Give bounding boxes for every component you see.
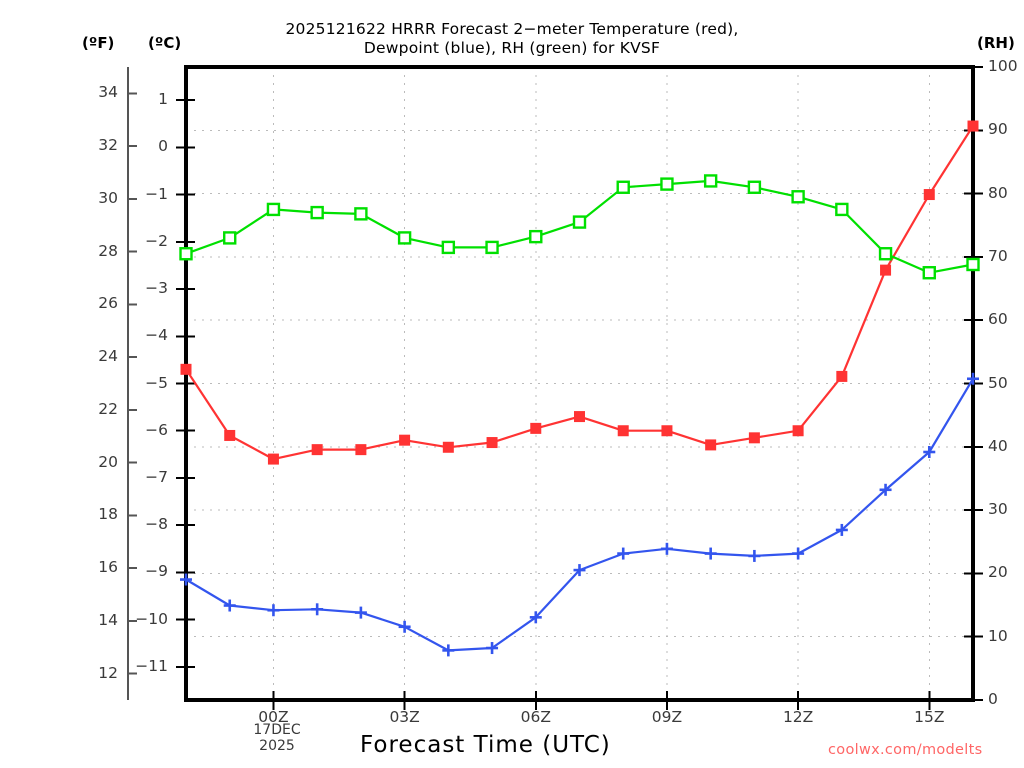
fahrenheit-tick-label: 34 [98, 83, 118, 102]
xaxis-date-line-1: 17DEC [253, 722, 301, 738]
fahrenheit-tick-label: 32 [98, 136, 118, 155]
celsius-tick-label: −11 [135, 656, 168, 675]
rh-tick-label: 10 [988, 626, 1008, 645]
fahrenheit-tick-label: 24 [98, 347, 118, 366]
series-2-meter-temperature [180, 120, 979, 465]
fahrenheit-tick-label: 12 [98, 663, 118, 682]
xaxis-title: Forecast Time (UTC) [360, 732, 611, 758]
fahrenheit-axis-unit: (ºF) [82, 34, 115, 52]
celsius-tick-label: −9 [145, 562, 168, 581]
series-dewpoint [180, 372, 979, 657]
rh-tick-label: 0 [988, 690, 998, 708]
series-relative-humidity [179, 174, 980, 280]
fahrenheit-tick-label: 22 [98, 399, 118, 418]
rh-tick-label: 80 [988, 183, 1008, 202]
axis-ticks [127, 66, 983, 710]
rh-axis-unit: (RH) [977, 34, 1015, 52]
xaxis-date-stack: 17DEC 2025 [232, 722, 322, 754]
celsius-tick-label: −10 [135, 609, 168, 628]
celsius-tick-label: −1 [145, 184, 168, 203]
celsius-tick-label: −6 [145, 420, 168, 439]
xaxis-tick-label: 09Z [651, 708, 683, 726]
fahrenheit-tick-label: 14 [98, 610, 118, 629]
fahrenheit-tick-label: 16 [98, 558, 118, 577]
fahrenheit-tick-label: 30 [98, 188, 118, 207]
watermark: coolwx.com/modelts [828, 742, 983, 758]
fahrenheit-tick-label: 18 [98, 505, 118, 524]
chart-title: 2025121622 HRRR Forecast 2−meter Tempera… [0, 20, 1024, 58]
celsius-tick-label: 1 [158, 90, 168, 109]
celsius-tick-label: −3 [145, 279, 168, 298]
xaxis-tick-label: 12Z [782, 708, 814, 726]
chart-title-line-1: 2025121622 HRRR Forecast 2−meter Tempera… [285, 20, 739, 38]
rh-tick-label: 100 [988, 57, 1018, 75]
rh-tick-label: 70 [988, 246, 1008, 265]
fahrenheit-tick-label: 26 [98, 294, 118, 313]
fahrenheit-tick-label: 28 [98, 241, 118, 260]
rh-tick-label: 40 [988, 436, 1008, 455]
xaxis-tick-label: 15Z [914, 708, 945, 726]
celsius-tick-label: −5 [145, 373, 168, 392]
rh-tick-label: 50 [988, 373, 1008, 392]
rh-tick-label: 90 [988, 120, 1008, 139]
celsius-tick-label: −7 [145, 467, 168, 486]
xaxis-tick-label: 03Z [389, 708, 420, 726]
rh-tick-label: 20 [988, 563, 1008, 582]
celsius-tick-label: 0 [158, 137, 168, 156]
xaxis-date-line-2: 2025 [259, 738, 295, 754]
xaxis-tick-label: 00Z [258, 708, 289, 726]
celsius-tick-label: −8 [145, 515, 168, 534]
xaxis-tick-label: 06Z [520, 708, 551, 726]
celsius-tick-label: −4 [145, 326, 168, 345]
celsius-tick-label: −2 [145, 231, 168, 250]
rh-tick-label: 30 [988, 500, 1008, 519]
celsius-axis-unit: (ºC) [148, 34, 182, 52]
fahrenheit-tick-label: 20 [98, 452, 118, 471]
chart-title-line-2: Dewpoint (blue), RH (green) for KVSF [363, 39, 661, 57]
rh-tick-label: 60 [988, 310, 1008, 329]
